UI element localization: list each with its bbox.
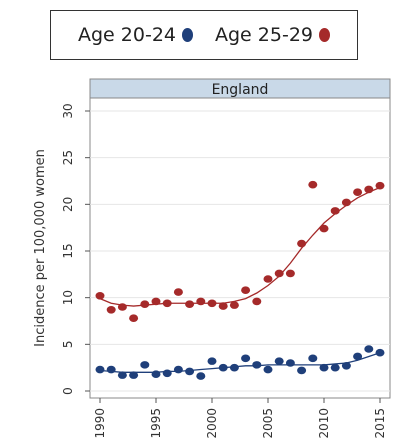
legend-label-age-25-29: Age 25-29 xyxy=(215,24,313,46)
data-point-1 xyxy=(319,224,329,233)
x-tick-label: 2005 xyxy=(261,408,275,439)
data-point-1 xyxy=(297,239,307,248)
data-point-0 xyxy=(353,352,363,361)
data-point-1 xyxy=(162,299,172,308)
data-point-0 xyxy=(330,363,340,372)
data-point-0 xyxy=(241,354,251,363)
data-point-0 xyxy=(375,348,385,357)
legend-item-age-25-29: Age 25-29 xyxy=(215,24,330,46)
data-point-0 xyxy=(162,369,172,378)
data-point-0 xyxy=(263,365,273,374)
y-tick-label: 20 xyxy=(61,197,75,212)
data-point-0 xyxy=(218,363,228,372)
y-tick-label: 10 xyxy=(61,290,75,305)
data-point-0 xyxy=(185,367,195,376)
data-point-0 xyxy=(117,371,127,379)
data-point-1 xyxy=(353,188,363,196)
legend-label-age-20-24: Age 20-24 xyxy=(78,24,176,46)
data-point-1 xyxy=(173,288,183,296)
data-point-0 xyxy=(274,357,284,365)
panel-title: England xyxy=(212,82,269,98)
x-tick-label: 2015 xyxy=(373,408,387,439)
data-point-0 xyxy=(106,365,116,374)
data-point-0 xyxy=(319,363,329,372)
x-tick-label: 1995 xyxy=(149,408,163,439)
y-tick-label: 15 xyxy=(61,243,75,258)
x-tick-label: 2000 xyxy=(205,408,219,439)
data-point-1 xyxy=(106,306,116,314)
data-point-1 xyxy=(229,301,239,309)
data-point-1 xyxy=(196,297,206,306)
data-point-1 xyxy=(117,303,127,311)
data-point-0 xyxy=(229,363,239,372)
data-point-1 xyxy=(364,185,374,194)
y-tick-label: 5 xyxy=(61,341,75,349)
y-tick-label: 0 xyxy=(61,387,75,395)
y-tick-label: 25 xyxy=(61,150,75,165)
plot-area xyxy=(89,97,391,399)
data-point-1 xyxy=(218,302,228,310)
data-point-0 xyxy=(173,365,183,374)
legend: Age 20-24 Age 25-29 xyxy=(50,10,358,60)
data-point-1 xyxy=(151,297,161,306)
data-point-0 xyxy=(95,365,105,374)
data-point-1 xyxy=(207,299,217,308)
trend-line-0 xyxy=(99,352,381,373)
data-point-1 xyxy=(285,269,295,278)
data-point-1 xyxy=(274,269,284,278)
data-point-0 xyxy=(151,370,161,379)
data-point-0 xyxy=(297,366,307,375)
data-point-0 xyxy=(196,372,206,380)
data-point-0 xyxy=(364,345,374,353)
data-point-1 xyxy=(263,275,273,283)
legend-dot-icon-age-20-24 xyxy=(182,28,193,42)
data-point-1 xyxy=(341,198,351,207)
data-point-0 xyxy=(285,359,295,367)
data-point-1 xyxy=(241,286,251,295)
data-point-1 xyxy=(185,300,195,309)
data-point-1 xyxy=(330,207,340,215)
legend-dot-icon-age-25-29 xyxy=(319,28,330,42)
data-point-0 xyxy=(308,354,318,363)
data-point-1 xyxy=(140,300,150,309)
data-point-1 xyxy=(95,292,105,300)
y-tick-label: 30 xyxy=(61,103,75,118)
data-point-0 xyxy=(140,361,150,369)
data-point-1 xyxy=(375,181,385,190)
data-point-1 xyxy=(252,297,262,306)
data-point-0 xyxy=(252,361,262,369)
y-axis-label: Incidence per 100,000 women xyxy=(33,149,48,347)
legend-item-age-20-24: Age 20-24 xyxy=(78,24,193,46)
data-point-1 xyxy=(129,314,139,323)
data-point-0 xyxy=(129,371,139,379)
data-point-0 xyxy=(207,357,217,365)
data-point-0 xyxy=(341,362,351,370)
x-tick-label: 2010 xyxy=(317,408,331,439)
x-tick-label: 1990 xyxy=(93,408,107,439)
data-point-1 xyxy=(308,180,318,189)
